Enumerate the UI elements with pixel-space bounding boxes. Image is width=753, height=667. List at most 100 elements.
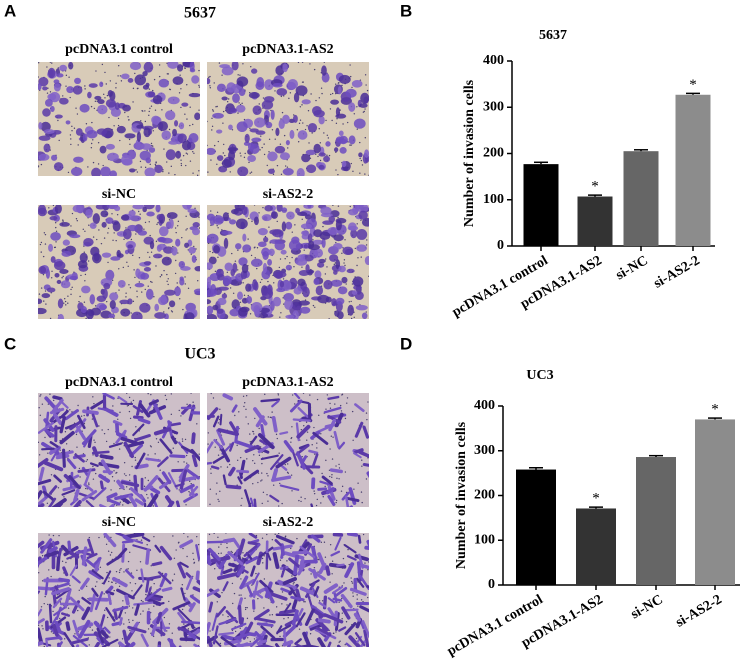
cell	[293, 393, 301, 400]
cell	[191, 75, 200, 84]
speck	[303, 601, 305, 603]
cell	[310, 534, 321, 543]
cell	[112, 221, 121, 232]
speck	[345, 283, 347, 285]
cell	[207, 461, 213, 465]
speck	[177, 220, 180, 223]
speck	[317, 155, 319, 158]
cell	[221, 158, 232, 168]
cell	[207, 262, 213, 270]
speck	[277, 394, 280, 396]
speck	[128, 284, 130, 286]
speck	[281, 111, 284, 114]
speck	[75, 218, 78, 220]
cell	[87, 538, 95, 556]
cell	[85, 500, 95, 507]
cell	[323, 279, 333, 290]
speck	[299, 106, 302, 108]
speck	[189, 160, 192, 162]
cell	[249, 128, 259, 133]
speck	[185, 164, 187, 167]
speck	[322, 496, 324, 498]
cell	[94, 591, 104, 611]
cell	[337, 86, 342, 95]
cell	[346, 268, 355, 274]
speck	[297, 62, 300, 64]
speck	[113, 125, 115, 127]
speck	[194, 207, 196, 210]
cell	[68, 475, 81, 490]
speck	[234, 630, 237, 633]
cell	[321, 237, 326, 249]
speck	[104, 71, 106, 74]
cell	[74, 453, 85, 463]
cell	[318, 115, 325, 125]
speck	[328, 154, 331, 157]
cell	[47, 497, 57, 507]
cell	[134, 433, 151, 442]
speck	[251, 220, 253, 223]
cell	[357, 534, 362, 544]
cell	[188, 92, 200, 98]
speck	[198, 216, 200, 218]
cell	[144, 167, 156, 176]
speck	[364, 173, 366, 175]
speck	[355, 637, 358, 640]
cell	[105, 590, 115, 596]
cells	[38, 533, 200, 647]
bar	[636, 457, 676, 585]
speck	[144, 477, 146, 479]
cell	[45, 268, 51, 279]
cell	[38, 478, 52, 486]
speck	[52, 205, 55, 207]
speck	[225, 533, 227, 534]
cell	[57, 298, 64, 309]
cell	[237, 476, 243, 485]
cell	[192, 586, 200, 593]
speck	[165, 398, 168, 401]
speck	[212, 251, 214, 254]
cell	[336, 139, 348, 144]
cell	[366, 471, 369, 479]
cell	[91, 587, 99, 597]
speck	[239, 627, 241, 629]
speck	[216, 105, 218, 108]
y-tick-label: 300	[483, 99, 504, 114]
cell	[153, 427, 172, 436]
speck	[115, 239, 117, 242]
cell	[127, 298, 133, 305]
speck	[129, 417, 132, 420]
speck	[231, 582, 234, 585]
speck	[62, 275, 64, 278]
cell	[276, 624, 292, 634]
speck	[176, 225, 179, 227]
speck	[155, 162, 157, 164]
cell	[169, 454, 186, 459]
speck	[303, 249, 305, 251]
speck	[43, 645, 46, 647]
speck	[180, 164, 183, 167]
cell	[308, 567, 326, 581]
cell	[286, 211, 295, 220]
cell	[56, 73, 64, 78]
cell	[228, 150, 236, 161]
speck	[360, 219, 362, 221]
y-tick-label: 100	[483, 192, 504, 207]
cell	[52, 395, 63, 401]
cell	[216, 155, 224, 161]
cell	[295, 207, 300, 214]
cell	[110, 256, 121, 261]
cell	[327, 597, 336, 604]
speck	[293, 266, 295, 268]
cell	[143, 62, 154, 73]
cell	[223, 237, 229, 249]
speck	[321, 472, 323, 475]
cell	[105, 269, 115, 281]
speck	[185, 152, 188, 154]
cell	[53, 260, 66, 271]
cell	[247, 541, 261, 546]
speck	[341, 618, 343, 620]
speck	[129, 551, 131, 554]
cell	[130, 215, 142, 222]
cell	[329, 468, 343, 474]
